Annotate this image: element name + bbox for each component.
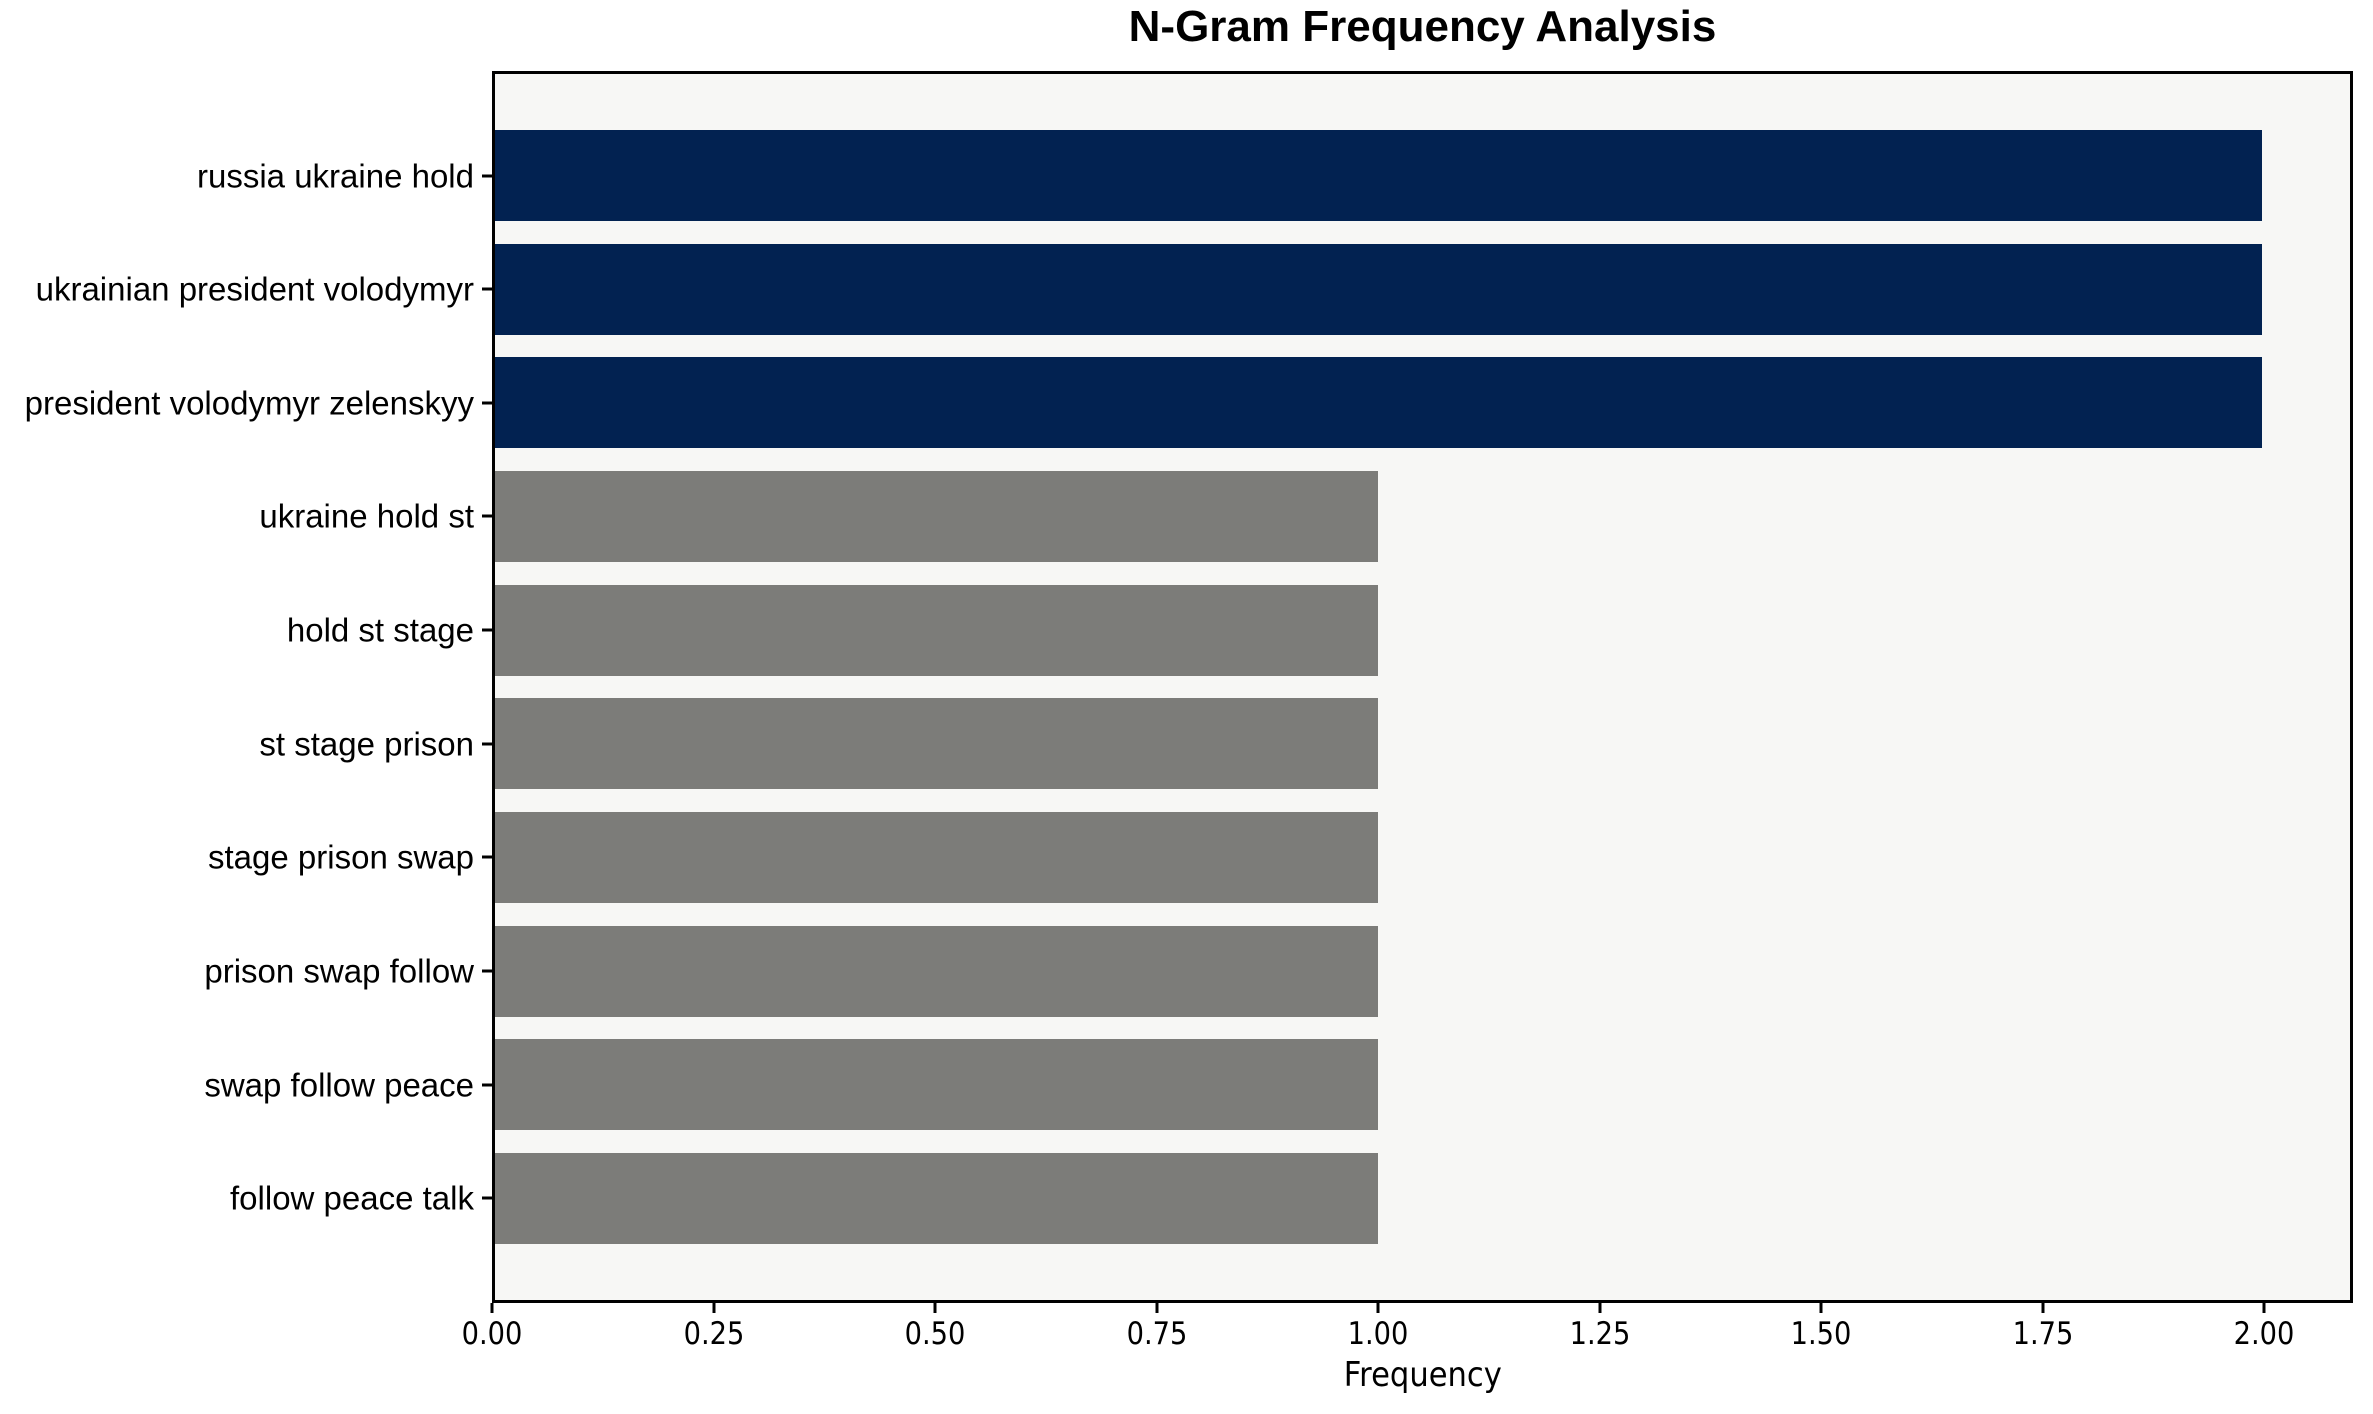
x-tick-mark: [1598, 1303, 1602, 1313]
y-tick-mark: [482, 401, 492, 405]
y-tick-mark: [482, 1083, 492, 1087]
y-tick-label: swap follow peace: [204, 1066, 474, 1104]
x-tick-label: 1.50: [1790, 1316, 1852, 1352]
bar: [495, 584, 1379, 676]
x-tick-mark: [712, 1303, 716, 1313]
bar-row: president volodymyr zelenskyy: [25, 357, 2350, 449]
y-tick-label: follow peace talk: [230, 1179, 474, 1217]
x-tick-label: 0.75: [1126, 1316, 1188, 1352]
x-tick-label: 2.00: [2234, 1316, 2295, 1352]
x-tick-label: 0.00: [461, 1316, 523, 1352]
y-tick-mark: [482, 1196, 492, 1200]
y-tick-label: ukraine hold st: [259, 497, 474, 535]
y-tick-label: hold st stage: [286, 611, 474, 649]
x-tick-mark: [1155, 1303, 1159, 1313]
y-tick-label: st stage prison: [259, 725, 474, 763]
x-tick-label: 1.00: [1347, 1316, 1409, 1352]
x-axis-label-text: Frequency: [1343, 1355, 1502, 1395]
bar: [495, 1039, 1379, 1131]
bar-row: swap follow peace: [204, 1039, 2350, 1131]
y-tick-label: prison swap follow: [204, 952, 474, 990]
x-tick-mark: [933, 1303, 937, 1313]
y-tick-mark: [482, 628, 492, 632]
bars: russia ukraine hold ukrainian president v…: [25, 74, 2350, 1300]
plot-area: russia ukraine hold ukrainian president v…: [25, 71, 2353, 1303]
bar-row: prison swap follow: [204, 925, 2350, 1017]
bar: [495, 243, 2262, 335]
y-tick-mark: [482, 742, 492, 746]
y-tick-label: stage prison swap: [208, 838, 474, 876]
y-tick-mark: [482, 287, 492, 291]
chart-title: N-Gram Frequency Analysis: [1128, 2, 1717, 51]
bar: [495, 470, 1379, 562]
bar: [495, 925, 1379, 1017]
x-axis-label: Frequency: [492, 1358, 2353, 1392]
bar: [495, 357, 2262, 449]
bar-row: follow peace talk: [230, 1152, 2350, 1244]
bar: [495, 130, 2262, 221]
bar-row: stage prison swap: [208, 811, 2350, 903]
x-tick-mark: [1819, 1303, 1823, 1313]
bar-row: ukrainian president volodymyr: [36, 243, 2350, 335]
bar-row: ukraine hold st: [259, 470, 2350, 562]
y-tick-label: russia ukraine hold: [197, 157, 474, 194]
x-tick-label: 1.75: [2012, 1316, 2074, 1352]
x-tick-mark: [2041, 1303, 2045, 1313]
y-tick-mark: [482, 969, 492, 973]
x-tick-mark: [490, 1303, 494, 1313]
x-tick-label: 0.25: [683, 1316, 744, 1352]
y-tick-mark: [482, 855, 492, 859]
bar-row: hold st stage: [287, 584, 2350, 676]
x-tick-mark: [2262, 1303, 2266, 1313]
y-tick-label: president volodymyr zelenskyy: [24, 384, 474, 422]
y-tick-mark: [482, 514, 492, 518]
bar: [495, 811, 1379, 903]
bar: [495, 1152, 1379, 1244]
bar: [495, 698, 1379, 790]
y-tick-mark: [482, 174, 492, 177]
x-tick-label: 0.50: [904, 1316, 966, 1352]
x-tick-label: 1.25: [1569, 1316, 1631, 1352]
bar-row: russia ukraine hold: [197, 130, 2350, 221]
x-tick-mark: [1376, 1303, 1380, 1313]
y-tick-label: ukrainian president volodymyr: [35, 270, 474, 308]
bar-row: st stage prison: [259, 698, 2350, 790]
